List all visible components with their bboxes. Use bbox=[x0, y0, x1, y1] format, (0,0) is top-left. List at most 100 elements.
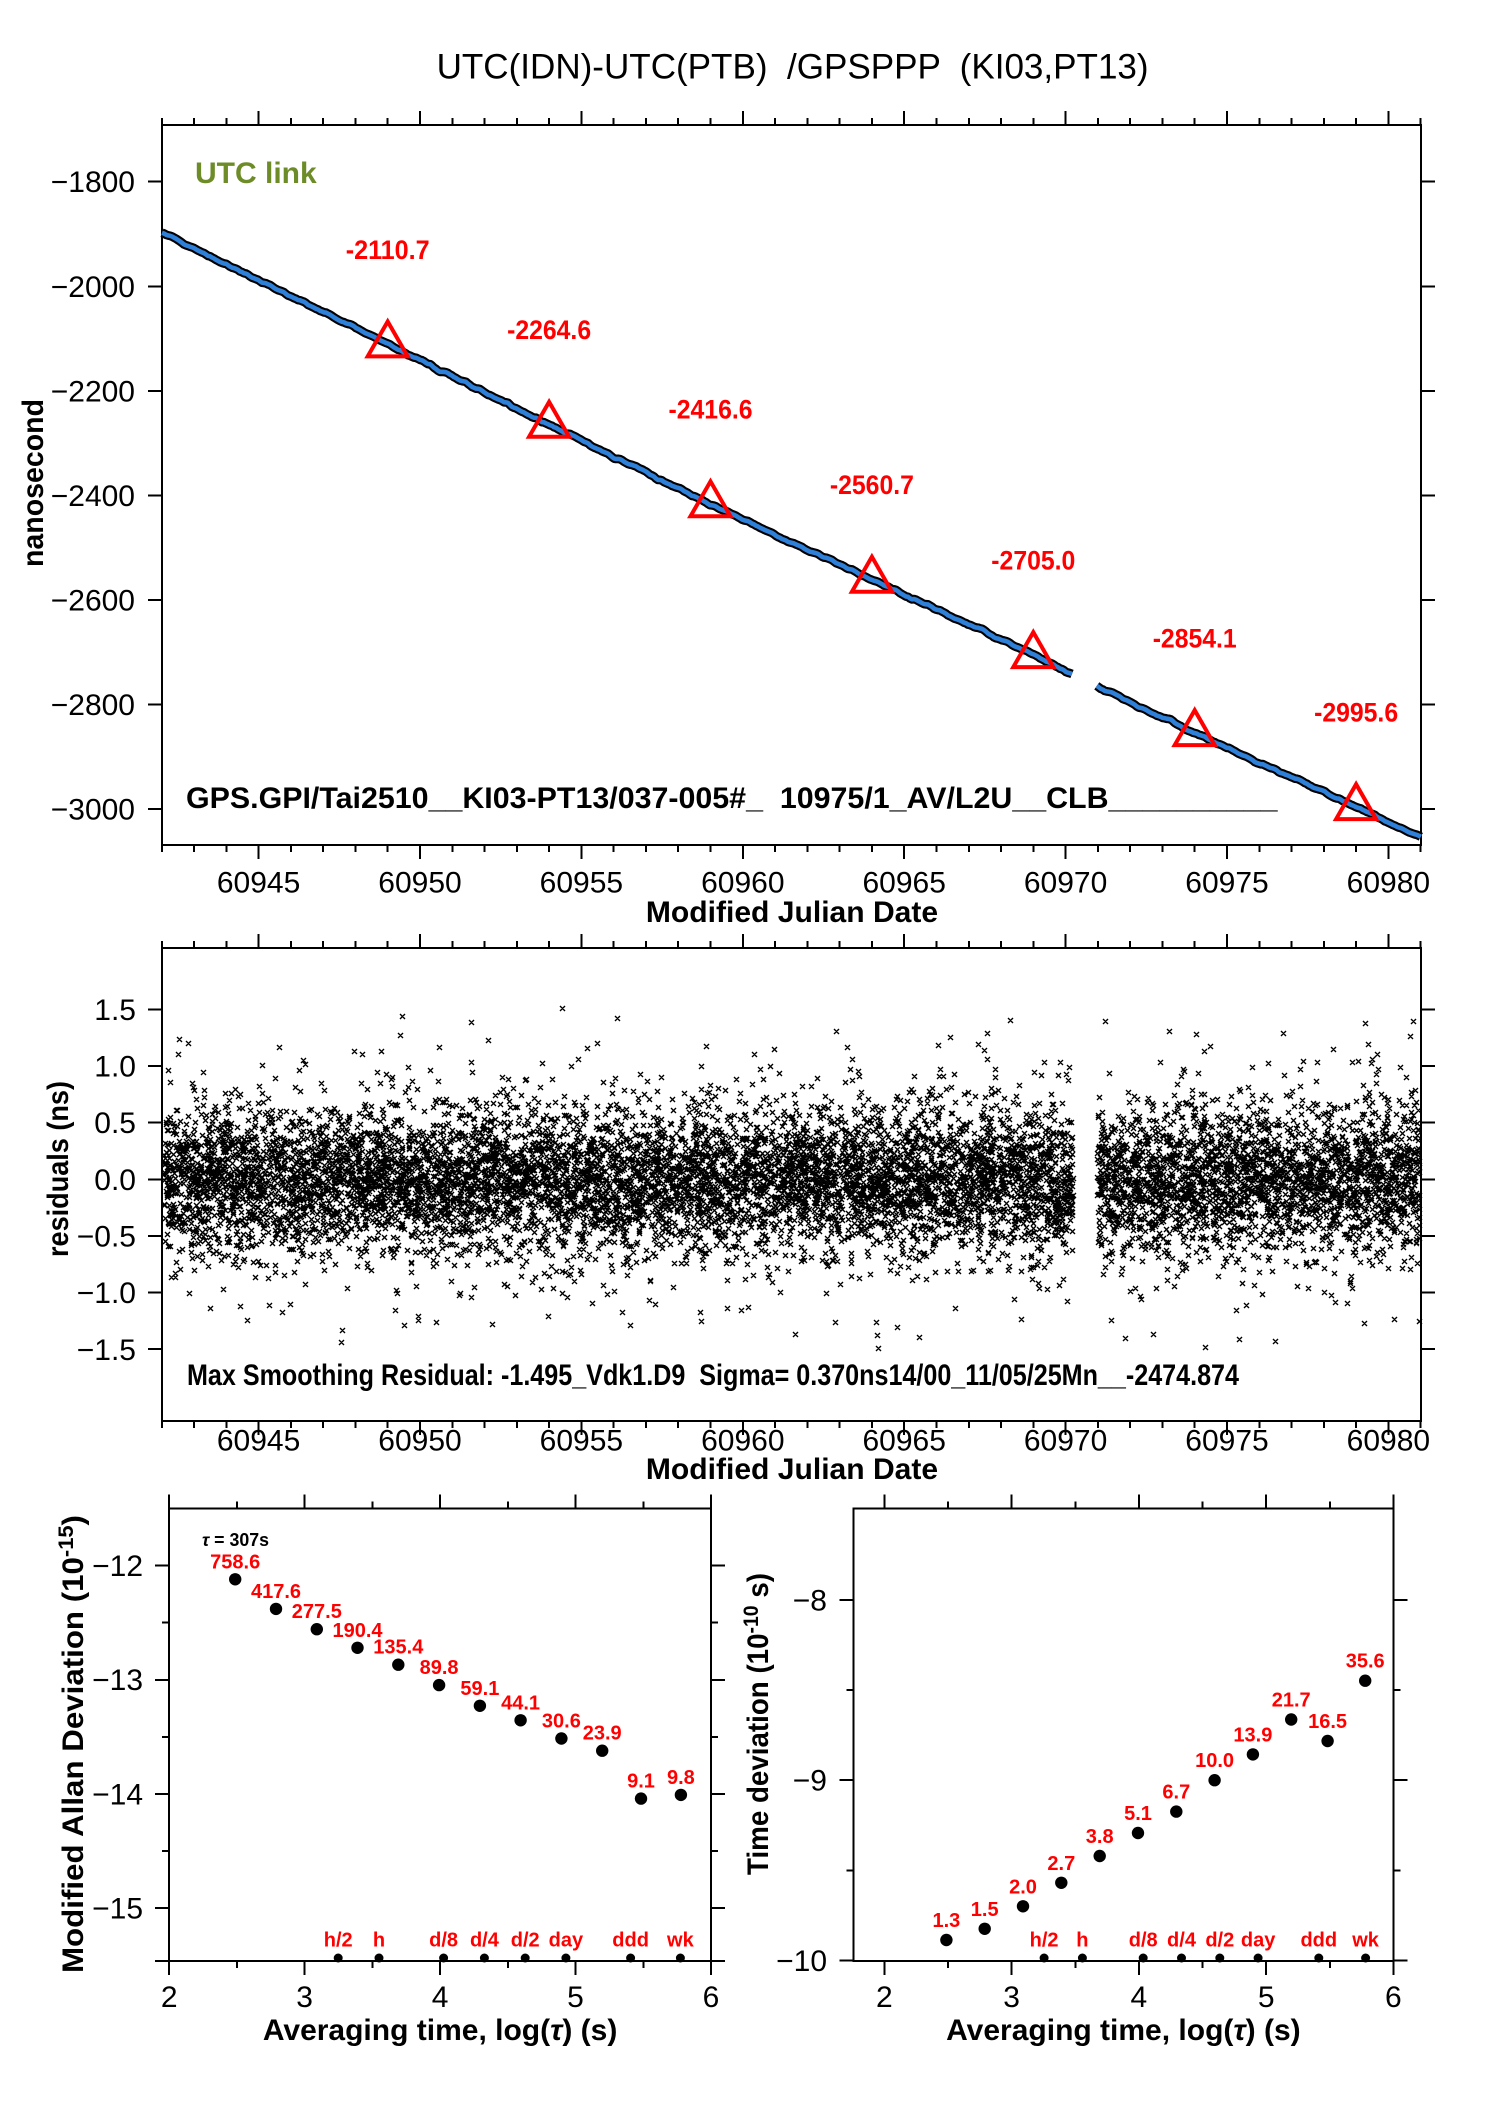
svg-text:417.6: 417.6 bbox=[251, 1581, 301, 1603]
svg-text:Averaging time, log(τ) (s): Averaging time, log(τ) (s) bbox=[263, 2014, 618, 2047]
svg-text:60980: 60980 bbox=[1347, 1425, 1430, 1458]
svg-text:3: 3 bbox=[1003, 1981, 1020, 2014]
svg-text:h: h bbox=[1076, 1930, 1088, 1952]
svg-text:Modified Julian Date: Modified Julian Date bbox=[646, 896, 938, 929]
svg-text:9.8: 9.8 bbox=[667, 1767, 695, 1789]
svg-text:−1800: −1800 bbox=[51, 166, 135, 199]
svg-text:−2600: −2600 bbox=[51, 585, 135, 618]
svg-text:35.6: 35.6 bbox=[1346, 1651, 1385, 1673]
svg-text:d/4: d/4 bbox=[1167, 1930, 1197, 1952]
svg-text:60945: 60945 bbox=[217, 1425, 300, 1458]
svg-text:Modified Julian Date: Modified Julian Date bbox=[646, 1453, 938, 1486]
svg-text:5.1: 5.1 bbox=[1124, 1803, 1152, 1825]
svg-text:60965: 60965 bbox=[862, 1425, 945, 1458]
svg-text:2.0: 2.0 bbox=[1009, 1876, 1037, 1898]
svg-text:−10: −10 bbox=[776, 1945, 827, 1978]
svg-text:d/4: d/4 bbox=[470, 1930, 500, 1952]
svg-text:6: 6 bbox=[703, 1981, 720, 2014]
svg-text:day: day bbox=[1241, 1930, 1276, 1952]
svg-text:60975: 60975 bbox=[1185, 866, 1268, 899]
svg-text:60955: 60955 bbox=[540, 1425, 623, 1458]
svg-text:60975: 60975 bbox=[1185, 1425, 1268, 1458]
svg-text:−13: −13 bbox=[92, 1664, 143, 1697]
svg-text:4: 4 bbox=[1131, 1981, 1148, 2014]
svg-text:day: day bbox=[549, 1930, 584, 1952]
svg-text:758.6: 758.6 bbox=[210, 1551, 260, 1573]
svg-text:d/8: d/8 bbox=[429, 1930, 458, 1952]
svg-text:59.1: 59.1 bbox=[460, 1678, 499, 1700]
svg-text:Max Smoothing Residual: -1.495: Max Smoothing Residual: -1.495_Vdk1.D9 S… bbox=[187, 1359, 1239, 1392]
svg-text:-2995.6: -2995.6 bbox=[1314, 698, 1398, 728]
svg-text:−3000: −3000 bbox=[51, 794, 135, 827]
svg-text:τ = 307s: τ = 307s bbox=[202, 1530, 269, 1550]
svg-text:60960: 60960 bbox=[701, 866, 784, 899]
svg-text:Time deviation (10-10 s): Time deviation (10-10 s) bbox=[740, 1573, 775, 1875]
svg-text:60960: 60960 bbox=[701, 1425, 784, 1458]
svg-text:wk: wk bbox=[1351, 1930, 1380, 1952]
svg-text:−1.0: −1.0 bbox=[77, 1277, 136, 1310]
svg-text:−12: −12 bbox=[92, 1550, 143, 1583]
svg-text:5: 5 bbox=[1258, 1981, 1275, 2014]
svg-text:−15: −15 bbox=[92, 1893, 143, 1926]
svg-text:135.4: 135.4 bbox=[373, 1637, 424, 1659]
svg-text:ddd: ddd bbox=[1300, 1930, 1337, 1952]
svg-text:nanosecond: nanosecond bbox=[17, 399, 50, 567]
svg-text:1.3: 1.3 bbox=[932, 1910, 960, 1932]
svg-text:d/2: d/2 bbox=[1205, 1930, 1234, 1952]
svg-text:−2800: −2800 bbox=[51, 689, 135, 722]
svg-text:-2416.6: -2416.6 bbox=[669, 395, 753, 425]
svg-text:60950: 60950 bbox=[378, 1425, 461, 1458]
svg-text:wk: wk bbox=[666, 1930, 695, 1952]
svg-text:6.7: 6.7 bbox=[1162, 1782, 1190, 1804]
svg-text:60970: 60970 bbox=[1024, 866, 1107, 899]
svg-text:6: 6 bbox=[1385, 1981, 1402, 2014]
svg-text:5: 5 bbox=[567, 1981, 584, 2014]
svg-text:−2200: −2200 bbox=[51, 375, 135, 408]
svg-text:89.8: 89.8 bbox=[420, 1657, 459, 1679]
svg-text:277.5: 277.5 bbox=[292, 1601, 342, 1623]
svg-text:−2400: −2400 bbox=[51, 480, 135, 513]
svg-text:1.5: 1.5 bbox=[971, 1899, 999, 1921]
svg-text:13.9: 13.9 bbox=[1233, 1724, 1272, 1746]
svg-text:h/2: h/2 bbox=[1030, 1930, 1059, 1952]
svg-text:−9: −9 bbox=[793, 1765, 827, 1798]
svg-text:UTC(IDN)-UTC(PTB) /GPSPPP (K: UTC(IDN)-UTC(PTB) /GPSPPP (KI03,PT13) bbox=[437, 47, 1149, 86]
svg-text:−0.5: −0.5 bbox=[77, 1221, 136, 1254]
svg-text:190.4: 190.4 bbox=[332, 1620, 383, 1642]
svg-text:UTC link: UTC link bbox=[195, 157, 317, 190]
svg-text:2.7: 2.7 bbox=[1047, 1853, 1075, 1875]
svg-text:60945: 60945 bbox=[217, 866, 300, 899]
svg-text:-2854.1: -2854.1 bbox=[1153, 624, 1237, 654]
svg-text:23.9: 23.9 bbox=[583, 1723, 622, 1745]
svg-text:16.5: 16.5 bbox=[1308, 1711, 1347, 1733]
svg-text:30.6: 30.6 bbox=[542, 1711, 581, 1733]
svg-text:60965: 60965 bbox=[862, 866, 945, 899]
svg-text:3: 3 bbox=[296, 1981, 313, 2014]
svg-text:60980: 60980 bbox=[1347, 866, 1430, 899]
svg-text:60955: 60955 bbox=[540, 866, 623, 899]
svg-text:h/2: h/2 bbox=[324, 1930, 353, 1952]
svg-text:60970: 60970 bbox=[1024, 1425, 1107, 1458]
svg-text:−14: −14 bbox=[92, 1778, 143, 1811]
svg-text:2: 2 bbox=[876, 1981, 893, 2014]
svg-text:h: h bbox=[373, 1930, 385, 1952]
svg-text:GPS.GPI/Tai2510__KI03-PT13/037: GPS.GPI/Tai2510__KI03-PT13/037-005#_ 109… bbox=[186, 782, 1278, 815]
svg-text:d/8: d/8 bbox=[1129, 1930, 1158, 1952]
svg-text:-2705.0: -2705.0 bbox=[991, 546, 1075, 576]
svg-text:Averaging time, log(τ) (s): Averaging time, log(τ) (s) bbox=[946, 2014, 1301, 2047]
svg-text:−2000: −2000 bbox=[51, 271, 135, 304]
svg-text:residuals (ns): residuals (ns) bbox=[42, 1081, 75, 1257]
svg-text:4: 4 bbox=[432, 1981, 449, 2014]
svg-text:9.1: 9.1 bbox=[627, 1771, 655, 1793]
svg-text:−1.5: −1.5 bbox=[77, 1334, 136, 1367]
svg-text:21.7: 21.7 bbox=[1272, 1690, 1311, 1712]
svg-text:1.5: 1.5 bbox=[94, 994, 136, 1027]
svg-text:d/2: d/2 bbox=[511, 1930, 540, 1952]
svg-text:-2560.7: -2560.7 bbox=[830, 470, 914, 500]
svg-text:10.0: 10.0 bbox=[1195, 1750, 1234, 1772]
svg-text:1.0: 1.0 bbox=[94, 1051, 136, 1084]
svg-text:44.1: 44.1 bbox=[501, 1692, 540, 1714]
svg-text:0.0: 0.0 bbox=[94, 1164, 136, 1197]
svg-text:Modified Allan Deviation (10-1: Modified Allan Deviation (10-15) bbox=[55, 1515, 90, 1973]
svg-text:-2110.7: -2110.7 bbox=[346, 235, 430, 265]
